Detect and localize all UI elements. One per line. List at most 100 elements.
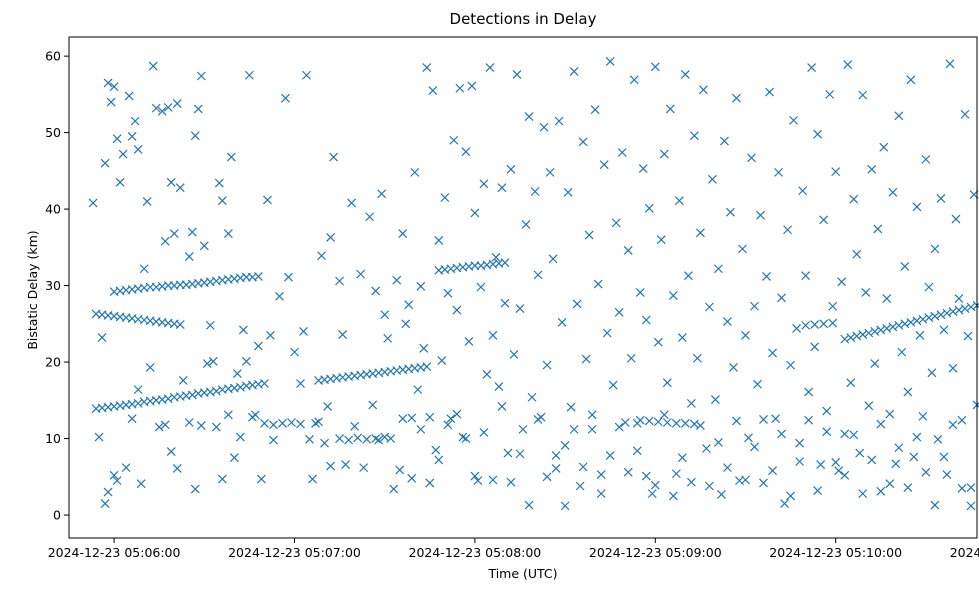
data-point-164 xyxy=(199,241,209,251)
data-point-457 xyxy=(524,500,534,510)
data-point-396 xyxy=(954,294,964,304)
data-point-123 xyxy=(912,316,922,326)
data-point-114 xyxy=(858,330,868,339)
data-point-340 xyxy=(786,360,796,370)
data-point-60 xyxy=(211,386,221,396)
data-point-116 xyxy=(870,327,880,336)
data-point-262 xyxy=(551,463,561,473)
data-point-450 xyxy=(461,434,471,443)
data-point-176 xyxy=(256,474,266,484)
data-point-179 xyxy=(269,435,278,445)
data-point-358 xyxy=(840,429,850,439)
data-point-397 xyxy=(957,415,967,425)
data-point-435 xyxy=(326,461,336,471)
data-point-311 xyxy=(698,85,708,95)
data-point-247 xyxy=(506,164,516,174)
data-point-336 xyxy=(774,167,783,177)
data-point-453 xyxy=(488,475,498,485)
data-point-355 xyxy=(831,167,841,177)
data-point-442 xyxy=(389,484,399,494)
data-point-200 xyxy=(359,463,369,473)
data-point-427 xyxy=(250,410,260,420)
data-point-469 xyxy=(632,418,642,428)
data-point-477 xyxy=(704,481,714,491)
data-point-166 xyxy=(208,356,218,366)
data-point-299 xyxy=(662,378,672,388)
data-point-230 xyxy=(455,83,465,93)
data-point-496 xyxy=(876,419,886,429)
data-point-158 xyxy=(175,183,185,193)
data-point-256 xyxy=(533,270,543,280)
data-point-276 xyxy=(593,279,603,289)
data-point-399 xyxy=(963,331,973,341)
data-point-264 xyxy=(557,317,567,327)
data-point-221 xyxy=(428,86,438,95)
data-point-159 xyxy=(184,252,194,261)
data-point-148 xyxy=(139,264,149,274)
data-point-218 xyxy=(419,343,429,353)
data-point-198 xyxy=(350,421,360,431)
data-point-425 xyxy=(235,432,245,442)
data-point-363 xyxy=(855,448,865,458)
data-point-437 xyxy=(344,435,354,445)
data-point-422 xyxy=(217,474,227,484)
data-point-110 xyxy=(828,318,838,328)
data-point-56 xyxy=(187,390,197,400)
data-point-337 xyxy=(777,293,786,303)
data-point-502 xyxy=(930,500,940,510)
data-point-287 xyxy=(626,353,636,363)
data-point-165 xyxy=(205,320,215,330)
data-point-319 xyxy=(723,317,732,326)
data-point-138 xyxy=(103,78,113,88)
data-point-428 xyxy=(260,418,269,428)
data-point-157 xyxy=(172,99,182,108)
data-point-162 xyxy=(193,104,203,114)
data-point-301 xyxy=(668,291,678,300)
data-point-239 xyxy=(482,369,492,379)
data-point-384 xyxy=(918,411,928,421)
data-point-242 xyxy=(491,252,501,262)
data-point-404 xyxy=(103,487,113,497)
data-point-408 xyxy=(127,414,137,424)
data-point-226 xyxy=(443,288,453,298)
data-point-125 xyxy=(924,313,934,323)
data-point-182 xyxy=(284,272,293,282)
data-point-167 xyxy=(214,178,224,188)
data-point-160 xyxy=(187,227,197,237)
data-point-285 xyxy=(620,418,630,427)
data-point-328 xyxy=(750,301,759,311)
data-point-139 xyxy=(106,97,116,107)
data-point-155 xyxy=(166,177,176,187)
data-point-459 xyxy=(542,472,552,482)
data-point-129 xyxy=(948,307,958,317)
data-point-283 xyxy=(614,307,624,317)
data-point-39 xyxy=(253,271,263,281)
data-point-217 xyxy=(416,281,426,291)
data-point-291 xyxy=(638,164,648,173)
data-point-317 xyxy=(717,489,726,499)
data-point-260 xyxy=(545,167,555,177)
data-point-292 xyxy=(641,315,651,325)
data-point-156 xyxy=(169,229,179,239)
data-point-278 xyxy=(599,160,609,170)
data-point-251 xyxy=(518,424,528,434)
data-point-409 xyxy=(133,385,143,395)
data-point-326 xyxy=(744,433,753,443)
data-point-410 xyxy=(136,479,146,489)
data-point-378 xyxy=(900,262,910,271)
data-point-444 xyxy=(407,473,417,483)
data-point-441 xyxy=(380,432,390,442)
data-point-243 xyxy=(494,382,504,391)
data-point-467 xyxy=(614,422,624,432)
data-point-393 xyxy=(945,59,955,69)
data-point-214 xyxy=(407,413,417,423)
data-point-101 xyxy=(644,416,654,426)
data-point-227 xyxy=(446,414,456,424)
data-point-177 xyxy=(263,195,272,205)
data-point-246 xyxy=(503,448,513,458)
data-point-172 xyxy=(238,325,248,335)
data-point-371 xyxy=(879,142,889,152)
data-point-181 xyxy=(281,93,290,103)
x-tick-label-3: 2024-12-23 05:09:00 xyxy=(589,545,722,560)
data-point-475 xyxy=(686,477,696,487)
